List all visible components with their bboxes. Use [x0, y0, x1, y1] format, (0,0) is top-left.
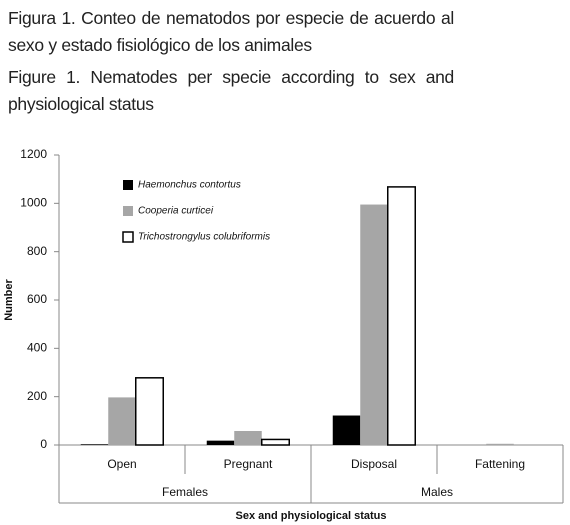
bar	[387, 186, 416, 446]
y-tick-label: 800	[27, 244, 47, 258]
y-tick-label: 1000	[20, 196, 47, 210]
bar	[332, 415, 361, 445]
x-axis-label: Sex and physiological status	[236, 510, 387, 522]
y-tick-label: 0	[40, 437, 47, 451]
y-tick-label: 600	[27, 292, 47, 306]
caption-spanish: Figura 1. Conteo de nematodos por especi…	[8, 8, 454, 55]
y-axis-label: Number	[3, 279, 15, 321]
legend-label: Cooperia curticei	[138, 206, 214, 217]
legend-swatch	[122, 231, 134, 243]
bar	[108, 397, 136, 445]
legend-label: Haemonchus contortus	[138, 180, 241, 191]
y-tick-label: 400	[27, 341, 47, 355]
legend-label: Trichostrongylus colubriformis	[138, 232, 270, 243]
y-tick-label: 200	[27, 389, 47, 403]
bar	[135, 377, 164, 446]
caption-english: Figure 1. Nematodes per specie according…	[8, 67, 454, 114]
legend-swatch	[123, 180, 133, 190]
bar	[234, 430, 262, 445]
bar	[360, 204, 388, 445]
group-label: Males	[421, 485, 453, 499]
bar	[261, 438, 290, 446]
x-tick-label: Open	[107, 457, 136, 471]
group-label: Females	[162, 485, 208, 499]
x-tick-label: Fattening	[475, 457, 525, 471]
y-tick-label: 1200	[20, 147, 47, 161]
bar	[486, 443, 514, 445]
x-tick-label: Pregnant	[224, 457, 273, 471]
legend-swatch	[123, 206, 133, 216]
bar	[206, 440, 235, 445]
bar	[80, 444, 109, 445]
x-tick-label: Disposal	[351, 457, 397, 471]
